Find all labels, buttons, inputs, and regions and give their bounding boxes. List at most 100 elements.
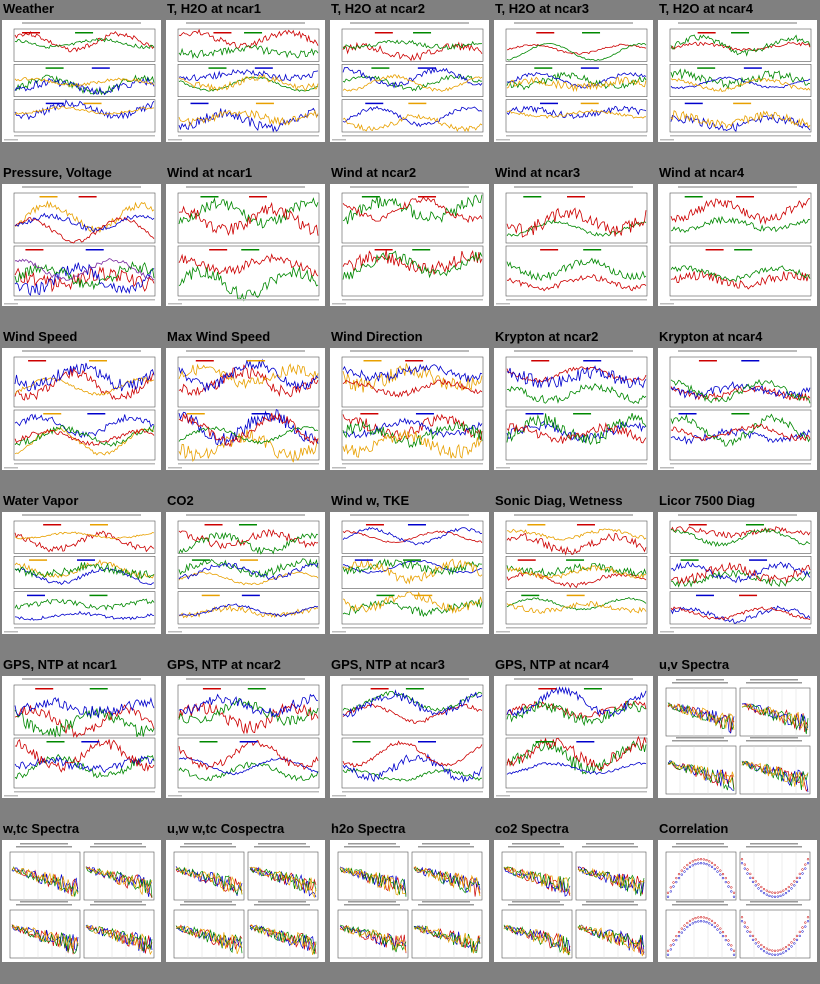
plot-thumbnail-link[interactable] [658, 348, 817, 470]
plot-title: Sonic Diag, Wetness [495, 493, 623, 508]
series-line [178, 697, 319, 726]
plot-title: CO2 [167, 493, 194, 508]
series-line [506, 207, 647, 238]
plot-thumbnail-link[interactable] [166, 184, 325, 306]
series-line [506, 71, 647, 89]
plot-thumbnail-link[interactable] [494, 20, 653, 142]
series-line [413, 867, 480, 894]
plot-thumbnail-link[interactable] [2, 840, 161, 962]
plot-thumbnail-link[interactable] [2, 184, 161, 306]
series-line [178, 201, 319, 237]
plot-image [337, 843, 483, 959]
series-line [670, 34, 811, 57]
plot-panel [669, 591, 812, 625]
plot-thumbnail-link[interactable] [166, 512, 325, 634]
plot-thumbnail-link[interactable] [494, 184, 653, 306]
series-line [506, 528, 647, 541]
plot-thumbnail-link[interactable] [2, 676, 161, 798]
plot-panel [669, 64, 812, 97]
plot-panel [13, 245, 156, 297]
plot-thumbnail-link[interactable] [166, 348, 325, 470]
plot-panel [341, 591, 484, 625]
plot-panel [665, 843, 737, 901]
series-line [178, 265, 319, 302]
series-line [11, 866, 79, 897]
plot-image [4, 186, 156, 305]
series-line [506, 686, 647, 718]
plot-panel [13, 409, 156, 461]
series-line [506, 365, 647, 389]
series-line [14, 610, 154, 621]
series-line [342, 526, 483, 546]
plot-panel [669, 99, 812, 133]
plot-title: GPS, NTP at ncar2 [167, 657, 281, 672]
plot-thumbnail-link[interactable] [166, 676, 325, 798]
plot-thumbnail-link[interactable] [494, 348, 653, 470]
plot-thumbnail-link[interactable] [2, 20, 161, 142]
series-line [342, 753, 483, 783]
plot-thumbnail-link[interactable] [658, 512, 817, 634]
series-line [14, 428, 155, 447]
plot-thumbnail-link[interactable] [330, 676, 489, 798]
series-line [175, 925, 243, 955]
plot-title: GPS, NTP at ncar3 [331, 657, 445, 672]
series-line [249, 924, 317, 955]
plot-title: Krypton at ncar2 [495, 329, 599, 344]
series-line [506, 596, 647, 611]
plot-title: Wind Speed [3, 329, 78, 344]
plot-thumbnail-link[interactable] [658, 20, 817, 142]
series-line [506, 532, 647, 556]
series-line [14, 212, 155, 233]
plot-thumbnail-link[interactable] [330, 512, 489, 634]
series-line [14, 598, 155, 611]
series-line [178, 409, 319, 446]
plot-thumbnail-link[interactable] [658, 184, 817, 306]
plot-tile: co2 Spectra [492, 820, 656, 984]
plot-title: Wind at ncar4 [659, 165, 745, 180]
plot-title: T, H2O at ncar4 [659, 1, 753, 16]
series-line [506, 420, 647, 443]
plot-panel [505, 192, 648, 244]
plot-thumbnail-link[interactable] [2, 348, 161, 470]
series-line [506, 219, 647, 237]
plot-panel [575, 843, 647, 901]
plot-image [9, 843, 155, 959]
plot-panel [177, 409, 320, 463]
plot-panel [411, 901, 483, 959]
plot-thumbnail-link[interactable] [330, 184, 489, 306]
plot-panel [341, 28, 484, 62]
plot-image [665, 679, 811, 795]
plot-panel [173, 843, 245, 901]
plot-panel [341, 409, 484, 461]
series-line [506, 601, 647, 614]
series-line [178, 562, 319, 580]
plot-tile: u,v Spectra [656, 656, 820, 820]
plot-thumbnail-link[interactable] [330, 840, 489, 962]
plot-thumbnail-link[interactable] [2, 512, 161, 634]
plot-thumbnail-link[interactable] [494, 676, 653, 798]
plot-thumbnail-link[interactable] [330, 20, 489, 142]
series-line [14, 260, 155, 291]
plot-thumbnail-link[interactable] [166, 840, 325, 962]
plot-panel [177, 64, 320, 97]
series-line [503, 924, 571, 956]
plot-panel [13, 28, 156, 62]
plot-image [168, 678, 320, 797]
plot-image [496, 678, 648, 797]
series-line [178, 603, 319, 618]
plot-thumbnail-link[interactable] [166, 20, 325, 142]
plot-panel [505, 591, 648, 625]
plot-panel [13, 684, 156, 738]
series-line [342, 105, 483, 128]
series-line [342, 599, 483, 618]
series-line [175, 867, 243, 895]
plot-thumbnail-link[interactable] [658, 676, 817, 798]
plot-title: T, H2O at ncar3 [495, 1, 589, 16]
plot-tile: Wind at ncar1 [164, 164, 328, 328]
plot-panel [83, 901, 155, 959]
plot-thumbnail-link[interactable] [330, 348, 489, 470]
series-line [342, 558, 482, 576]
plot-thumbnail-link[interactable] [494, 840, 653, 962]
plot-thumbnail-link[interactable] [658, 840, 817, 962]
plot-thumbnail-link[interactable] [494, 512, 653, 634]
